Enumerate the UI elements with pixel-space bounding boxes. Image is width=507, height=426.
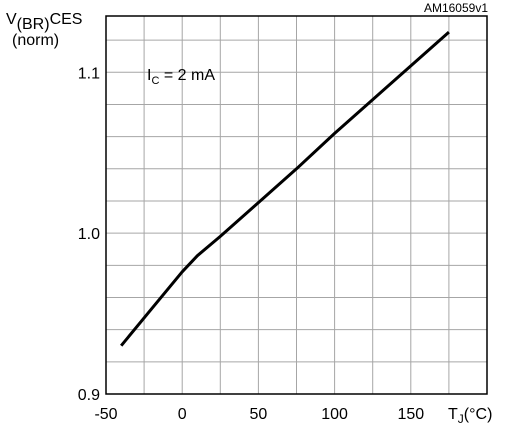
y-axis-label-unit: (norm)	[12, 32, 59, 49]
annotation-main: I	[147, 67, 151, 84]
x-tick-label: 100	[321, 406, 348, 423]
y-tick-label: 0.9	[78, 387, 100, 404]
y-tick-labels: 0.9 1.0 1.1	[78, 65, 100, 404]
series-line	[120, 30, 450, 347]
x-tick-label: 150	[397, 406, 424, 423]
y-axis-label-main: V	[6, 11, 17, 28]
x-axis-label-sub: J	[458, 412, 464, 426]
series-group	[120, 30, 450, 347]
plot-frame	[105, 15, 488, 395]
annotation-sub: C	[151, 75, 159, 87]
annotation-rest: = 2 mA	[159, 67, 215, 84]
plot-area	[105, 15, 488, 395]
x-tick-label: 0	[178, 406, 187, 423]
y-axis-label-sub: (BR)	[17, 16, 50, 33]
x-axis-label-rest: (°C)	[464, 406, 493, 423]
y-axis-label: V(BR)CES	[6, 11, 82, 33]
x-axis-label: TJ(°C)	[448, 406, 492, 426]
x-tick-label: -50	[94, 406, 117, 423]
plot-border	[105, 15, 488, 395]
x-tick-label: 50	[250, 406, 268, 423]
y-tick-label: 1.0	[78, 226, 100, 243]
figure-id: AM16059v1	[424, 1, 488, 15]
grid	[106, 16, 487, 394]
y-axis-label-rest: CES	[50, 11, 83, 28]
x-tick-labels: -50 0 50 100 150	[94, 406, 424, 423]
y-tick-label: 1.1	[78, 65, 100, 82]
x-axis-label-main: T	[448, 406, 458, 423]
current-annotation: IC = 2 mA	[147, 67, 215, 87]
